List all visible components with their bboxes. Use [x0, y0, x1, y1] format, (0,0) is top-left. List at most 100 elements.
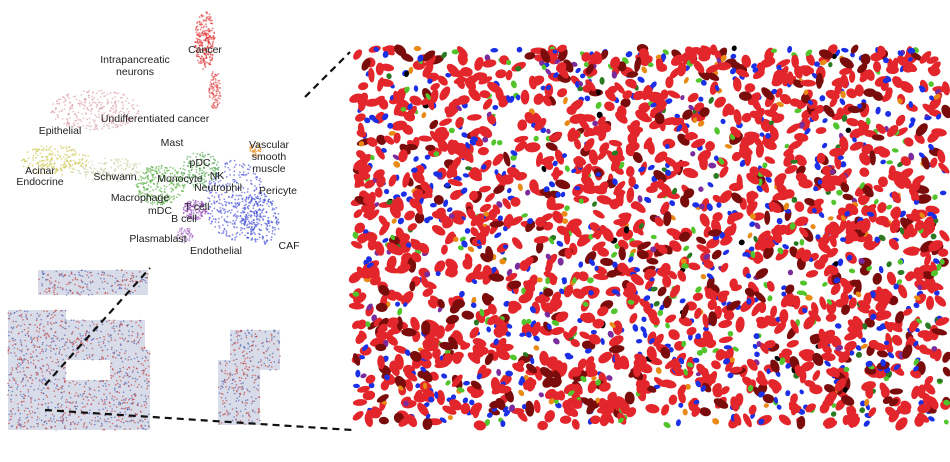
shape	[570, 367, 582, 377]
shape	[794, 133, 809, 142]
shape	[202, 58, 205, 61]
shape	[209, 206, 212, 208]
shape	[397, 217, 405, 225]
shape	[210, 79, 213, 82]
shape	[68, 166, 71, 169]
shape	[125, 100, 127, 103]
shape	[270, 236, 273, 239]
shape	[68, 289, 71, 292]
shape	[821, 352, 836, 362]
shape	[78, 153, 81, 156]
shape	[600, 337, 605, 345]
shape	[64, 104, 66, 106]
shape	[53, 293, 56, 296]
shape	[217, 82, 219, 84]
shape	[61, 274, 63, 277]
shape	[119, 160, 122, 163]
shape	[58, 110, 61, 113]
shape	[799, 238, 805, 246]
shape	[132, 275, 135, 277]
shape	[510, 80, 517, 89]
shape	[234, 213, 237, 215]
shape	[262, 215, 265, 218]
shape	[559, 288, 565, 295]
shape	[575, 67, 581, 74]
shape	[78, 104, 81, 107]
shape	[181, 190, 183, 192]
shape	[846, 88, 858, 99]
shape	[90, 282, 92, 284]
shape	[91, 98, 94, 101]
shape	[262, 236, 265, 239]
shape	[146, 167, 148, 169]
shape	[244, 234, 246, 237]
shape	[214, 225, 217, 228]
shape	[450, 394, 457, 400]
shape	[186, 158, 188, 160]
shape	[201, 169, 204, 172]
shape	[250, 239, 253, 241]
shape	[455, 176, 462, 181]
shape	[71, 107, 74, 110]
shape	[246, 191, 249, 193]
shape	[712, 212, 723, 222]
shape	[261, 217, 264, 220]
shape	[515, 66, 522, 72]
shape	[132, 107, 134, 110]
shape	[905, 246, 921, 253]
shape	[48, 345, 50, 347]
shape	[179, 167, 182, 170]
shape	[238, 201, 241, 204]
shape	[819, 95, 826, 102]
shape	[151, 176, 154, 178]
shape	[184, 168, 186, 171]
shape	[473, 319, 479, 326]
shape	[83, 168, 85, 170]
shape	[188, 237, 191, 240]
shape	[135, 166, 138, 169]
shape	[628, 176, 636, 188]
shape	[598, 351, 613, 364]
shape	[401, 291, 414, 305]
shape	[548, 181, 556, 188]
shape	[886, 271, 897, 286]
shape	[388, 131, 396, 136]
shape	[57, 286, 59, 289]
shape	[712, 418, 720, 425]
shape	[254, 240, 257, 243]
shape	[897, 284, 908, 299]
shape	[85, 159, 88, 162]
shape	[205, 17, 208, 20]
shape	[195, 33, 198, 36]
shape	[779, 94, 792, 105]
shape	[56, 150, 59, 153]
shape	[255, 211, 258, 214]
shape	[78, 271, 80, 274]
shape	[41, 159, 44, 162]
shape	[82, 117, 85, 120]
shape	[256, 221, 259, 224]
shape	[187, 230, 190, 233]
shape	[470, 302, 477, 308]
shape	[646, 257, 659, 265]
shape	[685, 383, 691, 390]
shape	[429, 130, 440, 143]
shape	[444, 321, 456, 332]
shape	[208, 91, 211, 93]
shape	[100, 167, 103, 170]
shape	[468, 88, 481, 102]
shape	[67, 97, 70, 100]
shape	[106, 102, 109, 105]
shape	[211, 27, 214, 30]
shape	[926, 56, 939, 64]
shape	[246, 218, 249, 221]
shape	[94, 168, 97, 171]
shape	[270, 221, 273, 224]
shape	[121, 107, 124, 110]
shape	[114, 91, 116, 94]
shape	[101, 106, 104, 109]
shape	[203, 174, 206, 176]
shape	[62, 156, 65, 159]
shape	[153, 169, 155, 172]
shape	[635, 339, 643, 344]
